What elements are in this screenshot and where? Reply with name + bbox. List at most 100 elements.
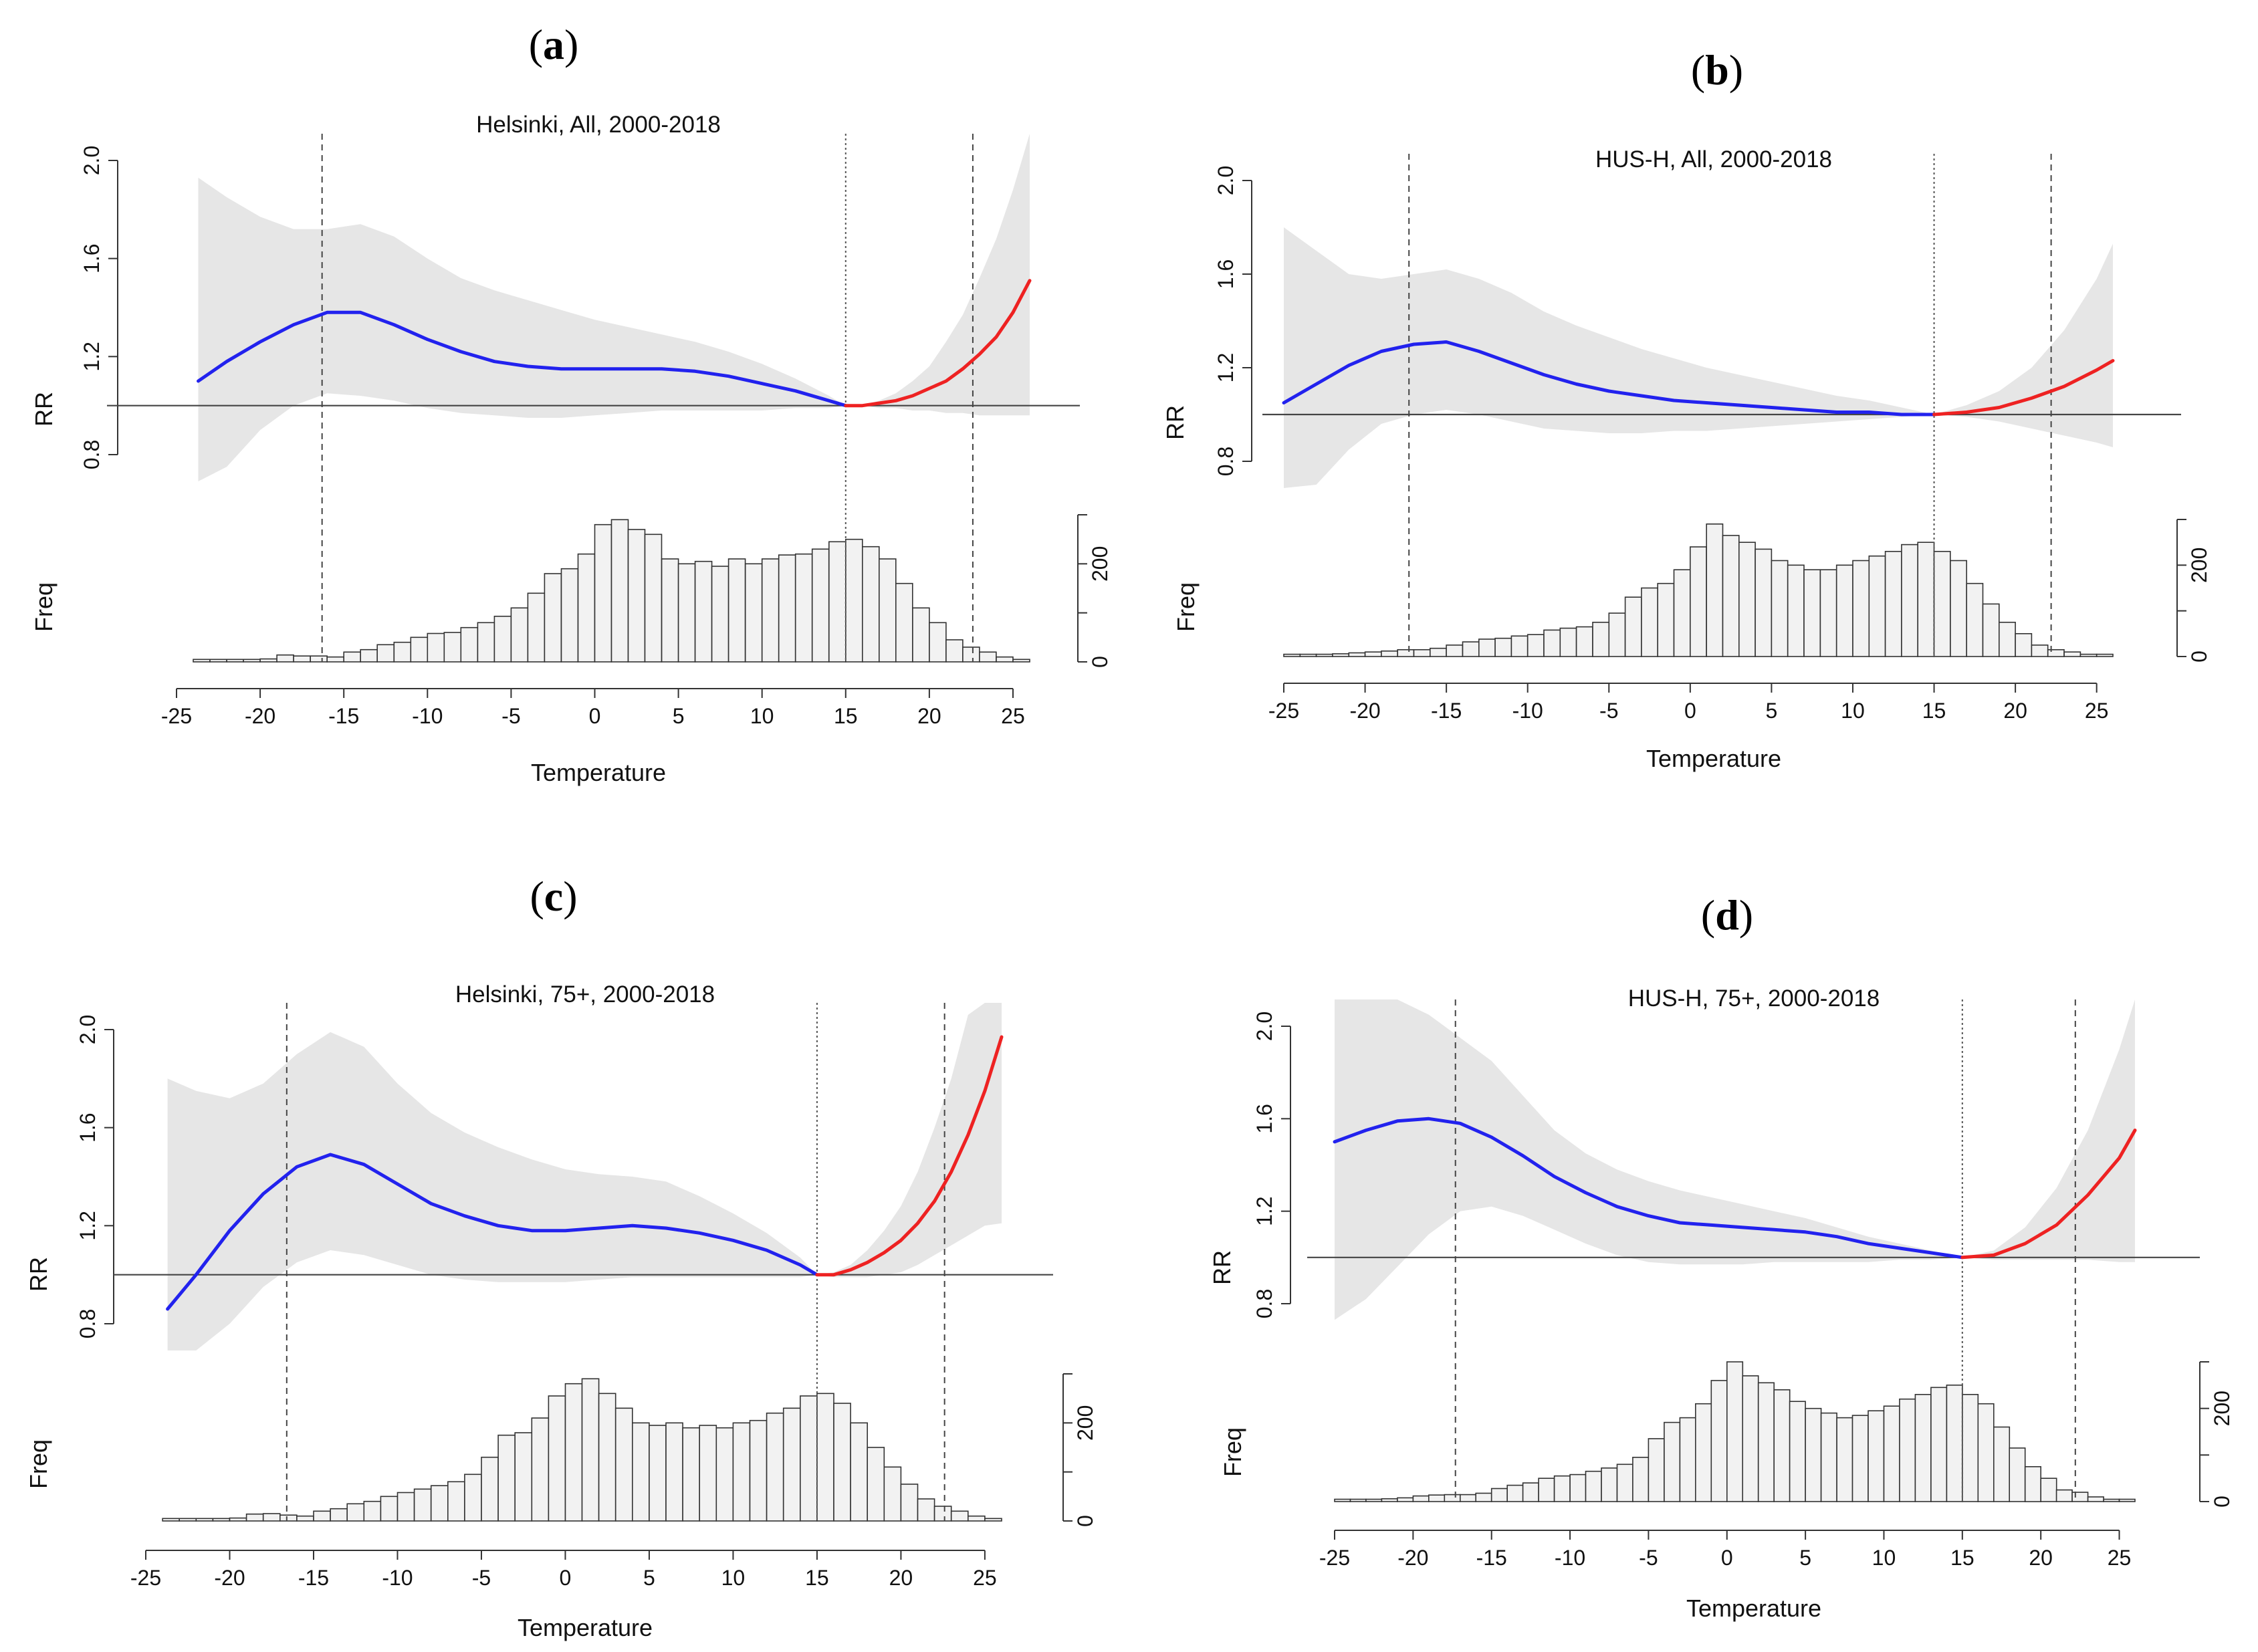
panel-a-hist-bar — [962, 646, 980, 663]
panel-b-x-tick-label: -20 — [1349, 699, 1380, 723]
panel-a-histogram — [193, 519, 1030, 663]
panel-b-hist-bar — [2031, 644, 2049, 657]
panel-c-hist-bar — [782, 1407, 801, 1522]
panel-a-hist-bar — [594, 523, 612, 663]
panel-d-rr-tick-label: 1.2 — [1252, 1196, 1276, 1225]
panel-d-hist-label: Freq — [1219, 1427, 1246, 1477]
panel-a-hist-bar — [912, 607, 930, 663]
panel-d-hist-bar — [1444, 1494, 1461, 1502]
panel-b-hist-bar — [1657, 582, 1675, 657]
panel-a-rr-curve — [197, 279, 1032, 408]
panel-a-x-tick-label: 20 — [917, 704, 941, 728]
panel-b-hist-bar — [1494, 637, 1512, 657]
panel-a-x-tick-label: -10 — [412, 704, 443, 728]
panel-d-hist-bar — [1679, 1417, 1696, 1502]
panel-d-rr-curve — [1333, 1116, 2137, 1260]
panel-b-hist-bar — [1413, 648, 1431, 657]
panel-b-heat-curve — [1932, 359, 2115, 417]
panel-b-rr-tick-label: 1.2 — [1214, 353, 1238, 382]
panel-b-hist-bar — [1771, 560, 1789, 657]
panel-a-axes: 0.8 1.2 1.6 2.0 0 200 -25 -20 -15 -10 -5 0 5 10 15 20 25 — [80, 146, 1112, 728]
panel-b-freq-tick-label: 0 — [2187, 651, 2211, 663]
panel-b-title: HUS-H, All, 2000-2018 — [1595, 146, 1832, 172]
panel-b-hist-bar — [1462, 641, 1480, 657]
panel-d-hist-bar — [1914, 1394, 1932, 1502]
panel-a-hist-bar — [276, 654, 294, 663]
panel-c-hist-bar — [212, 1518, 231, 1522]
panel-d-x-tick-label: -10 — [1555, 1546, 1585, 1570]
panel-d-hist-bar — [1757, 1382, 1775, 1502]
panel-d-hist-bar — [2118, 1498, 2136, 1502]
panel-d-heat-curve — [1960, 1129, 2137, 1260]
panel-a-x-tick-label: 15 — [834, 704, 858, 728]
panel-c-hist-bar — [464, 1473, 482, 1522]
panel-a-hist-bar — [577, 553, 596, 663]
panel-c-hist-bar — [968, 1515, 986, 1522]
panel-c-hist-bar — [699, 1425, 717, 1522]
panel-b-ci-band — [1284, 227, 2113, 488]
panel-c-hist-bar — [665, 1422, 683, 1522]
panel-c-hist-bar — [380, 1496, 399, 1522]
panel-a-hist-bar — [343, 651, 362, 663]
panel-b-hist-bar — [1835, 564, 1853, 657]
panel-c-hist-bar — [262, 1513, 281, 1522]
panel-c-hist-bar — [564, 1383, 583, 1522]
panel-c-hist-bar — [296, 1515, 314, 1522]
panel-c-hist-bar — [833, 1403, 851, 1522]
panel-b-hist-bar — [1706, 523, 1724, 657]
panel-a-x-tick-label: -20 — [245, 704, 275, 728]
panel-c: (c) Helsinki, 75+, 2000-2018 RR Freq Tem… — [25, 872, 1097, 1641]
panel-a-hist-bar — [326, 656, 345, 663]
panel-d-hist-bar — [1381, 1498, 1398, 1502]
panel-d-x-tick-label: -20 — [1397, 1546, 1428, 1570]
panel-a-hist-bar — [711, 566, 729, 663]
panel-a-ci-area — [198, 134, 1030, 481]
panel-a-hist-bar — [644, 534, 663, 663]
panel-c-hist-label: Freq — [25, 1439, 52, 1489]
panel-c-hist-bar — [195, 1518, 214, 1522]
panel-a-hist-bar — [761, 558, 780, 663]
panel-c-x-tick-label: 25 — [973, 1566, 997, 1590]
panel-d-hist-bar — [1962, 1394, 1979, 1502]
panel-d-hist-bar — [1805, 1407, 1822, 1502]
panel-a-hist-bar — [945, 639, 964, 663]
panel-d-rr-tick-label: 2.0 — [1252, 1012, 1276, 1041]
panel-b-hist-bar — [2047, 648, 2065, 657]
panel-b-rr-tick-label: 0.8 — [1214, 447, 1238, 476]
panel-a-hist-bar — [828, 541, 846, 663]
panel-b-hist-bar — [1332, 653, 1350, 657]
panel-a-hist-bar — [460, 626, 479, 663]
panel-b-hist-bar — [1787, 564, 1805, 657]
panel-c-reference-lines — [114, 1003, 1053, 1521]
panel-b-cold-curve — [1282, 340, 1936, 417]
panel-c-hist-bar — [614, 1407, 633, 1522]
panel-d-ci-area — [1335, 999, 2135, 1320]
panel-b-y-label: RR — [1161, 405, 1189, 440]
panel-c-hist-bar — [682, 1427, 700, 1522]
panel-c-hist-bar — [245, 1513, 264, 1522]
panel-a-hist-bar — [610, 519, 629, 663]
panel-c-hist-bar — [397, 1492, 415, 1522]
panel-a-hist-bar — [209, 659, 227, 663]
panel-b-hist-bar — [1901, 544, 1918, 657]
panel-b-hist-bar — [2079, 653, 2098, 657]
panel-c-hist-bar — [531, 1417, 550, 1522]
panel-b-hist-bar — [1510, 635, 1529, 657]
panel-d-hist-bar — [1977, 1403, 1995, 1502]
panel-d-hist-bar — [1820, 1412, 1837, 1502]
panel-d-hist-bar — [1883, 1405, 1900, 1502]
panel-a-hist-bar — [259, 658, 277, 663]
panel-c-hist-bar — [162, 1518, 181, 1522]
panel-c-hist-bar — [749, 1419, 768, 1522]
panel-c-ci-band — [167, 1003, 1002, 1350]
panel-a-rr-tick-label: 1.2 — [80, 342, 104, 371]
panel-b-x-tick-label: 25 — [2085, 699, 2109, 723]
panel-b-hist-bar — [1690, 546, 1707, 657]
panel-a-y-label: RR — [30, 392, 58, 427]
panel-b-x-tick-label: -10 — [1512, 699, 1543, 723]
panel-a-hist-bar — [443, 632, 462, 663]
panel-c-x-tick-label: -25 — [130, 1566, 161, 1590]
panel-c-hist-bar — [179, 1518, 197, 1522]
panel-b-hist-bar — [1430, 647, 1447, 657]
panel-c-hist-bar — [933, 1506, 952, 1522]
